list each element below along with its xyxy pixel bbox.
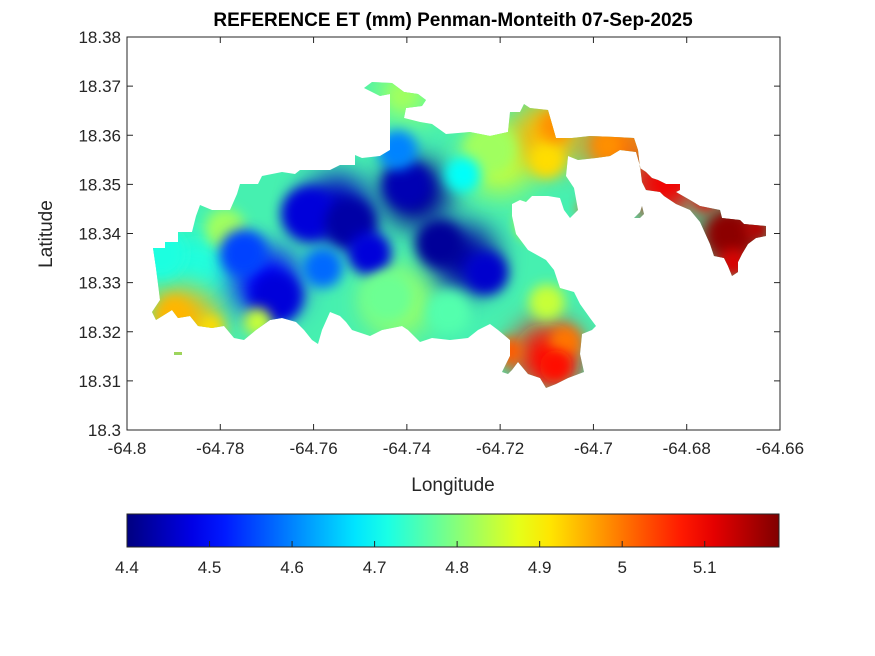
x-tick-label: -64.72 <box>476 439 524 458</box>
colorbar-tick-label: 4.7 <box>363 558 387 577</box>
et-contour-cell <box>426 290 471 335</box>
et-contour-cell <box>528 141 565 178</box>
chart-title: REFERENCE ET (mm) Penman-Monteith 07-Sep… <box>213 10 693 31</box>
colorbar <box>126 513 780 548</box>
y-axis-label: Latitude <box>36 200 57 268</box>
y-axis: 18.3 18.31 18.32 18.33 18.34 18.35 18.36 18.37 1… <box>78 28 780 440</box>
colorbar-tick-label: 4.6 <box>280 558 304 577</box>
colorbar-tick-label: 5 <box>617 558 626 577</box>
et-contour-cell <box>708 213 749 254</box>
y-tick-label: 18.38 <box>78 28 121 47</box>
et-contour-cell <box>415 219 464 268</box>
et-contour-cell <box>540 350 573 383</box>
colorbar-tick-label: 4.4 <box>115 558 139 577</box>
et-contour-cell <box>528 284 565 321</box>
x-axis: -64.8 -64.78 -64.76 -64.74 -64.72 -64.7 -64.68… <box>108 37 804 458</box>
y-tick-label: 18.31 <box>78 372 121 391</box>
x-tick-label: -64.68 <box>663 439 711 458</box>
y-tick-label: 18.3 <box>88 421 121 440</box>
et-contour-cell <box>444 156 481 193</box>
y-tick-label: 18.34 <box>78 225 121 244</box>
et-contour-cell <box>219 229 268 278</box>
x-tick-label: -64.7 <box>574 439 613 458</box>
et-contour-cell <box>464 250 509 295</box>
et-contour-cell <box>347 231 392 276</box>
colorbar-tick-label: 4.9 <box>528 558 552 577</box>
x-tick-label: -64.74 <box>383 439 431 458</box>
et-contour-cell <box>280 185 337 242</box>
colorbar-ticks: 4.4 4.5 4.6 4.7 4.8 4.9 5 5.1 <box>115 541 717 577</box>
x-tick-label: -64.66 <box>756 439 804 458</box>
et-contour-cell <box>549 325 582 358</box>
et-contour-cell <box>464 123 517 176</box>
y-tick-label: 18.33 <box>78 274 121 293</box>
colorbar-tick-label: 5.1 <box>693 558 717 577</box>
y-tick-label: 18.37 <box>78 77 121 96</box>
y-tick-label: 18.35 <box>78 175 121 194</box>
et-contour-cell <box>382 160 431 209</box>
colorbar-tick-label: 4.8 <box>445 558 469 577</box>
et-contour-cell <box>593 131 622 160</box>
x-axis-label: Longitude <box>411 475 494 496</box>
et-contour-cell <box>302 247 343 288</box>
y-tick-label: 18.36 <box>78 126 121 145</box>
x-tick-label: -64.8 <box>108 439 147 458</box>
et-contour-cell <box>362 271 415 324</box>
y-tick-label: 18.32 <box>78 323 121 342</box>
x-tick-label: -64.76 <box>289 439 337 458</box>
x-tick-label: -64.78 <box>196 439 244 458</box>
colorbar-tick-label: 4.5 <box>198 558 222 577</box>
